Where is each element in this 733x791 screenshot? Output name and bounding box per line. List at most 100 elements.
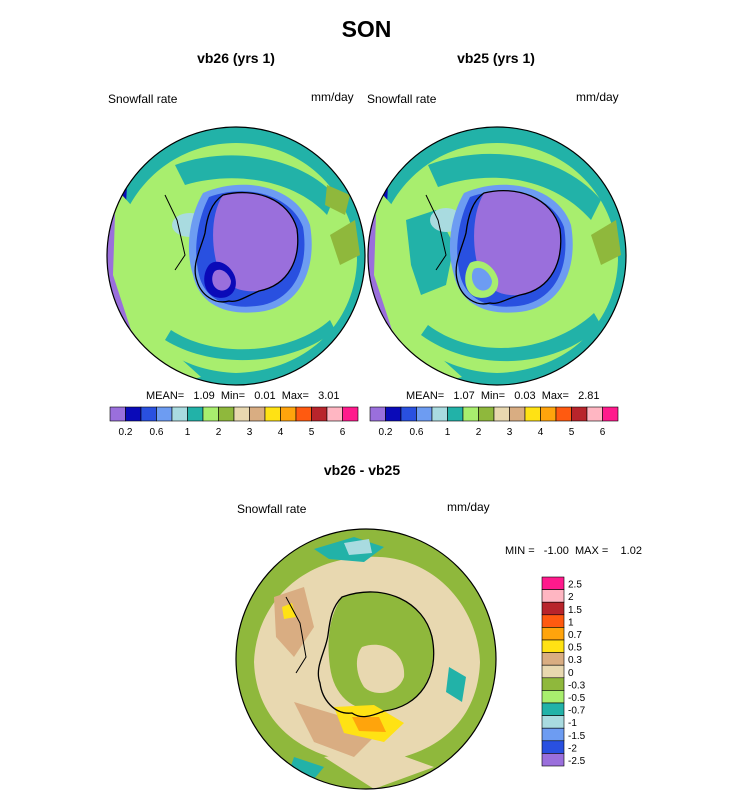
colorbar-diff-swatch	[541, 589, 565, 603]
colorbar-diff-tick-label: -2	[568, 743, 577, 754]
colorbar-vb26-tick-label: 6	[340, 427, 346, 438]
colorbar-vb25-swatch	[555, 406, 572, 422]
map-diff-ice-n	[344, 539, 372, 555]
map-vb26-border	[106, 126, 366, 386]
colorbar-diff-swatch	[541, 639, 565, 653]
colorbar-vb26-tick-label: 5	[309, 427, 315, 438]
map-vb25-peninsula	[425, 194, 447, 271]
map-vb25-border	[367, 126, 627, 386]
colorbar-diff-tick-label: -0.3	[568, 680, 586, 691]
map-vb25-teal-belt	[428, 153, 601, 220]
map-vb26-field	[107, 127, 365, 385]
colorbar-diff-tick-label: -0.7	[568, 706, 586, 717]
colorbar-vb25-swatch	[540, 406, 557, 422]
colorbar-vb26-swatch	[264, 406, 281, 422]
colorbar-vb25-swatch	[416, 406, 433, 422]
stats-vb26: MEAN= 1.09 Min= 0.01 Max= 3.01	[146, 390, 340, 402]
map-vb25-field	[368, 127, 626, 385]
map-vb25-plateau	[474, 190, 561, 296]
map-vb26-westant-inner	[212, 269, 231, 291]
colorbar-vb26-tick-label: 0.2	[119, 427, 133, 438]
colorbar-vb25-tick-label: 0.6	[410, 427, 424, 438]
colorbar-diff-tick-label: -2.5	[568, 756, 586, 767]
colorbar-diff-swatch	[541, 652, 565, 666]
map-diff-peninsula	[285, 596, 307, 674]
colorbar-vb25-swatch	[447, 406, 464, 422]
units-label-diff: mm/day	[447, 500, 490, 514]
colorbar-vb25: 0.2 0.6 1 2 3 4 5 6	[369, 406, 619, 438]
colorbar-vb25-swatch	[385, 406, 402, 422]
colorbar-diff-swatch	[541, 690, 565, 704]
panel-title-diff: vb26 - vb25	[323, 462, 401, 478]
colorbar-vb25-swatch	[586, 406, 603, 422]
colorbar-diff-tick-label: 1	[568, 617, 574, 628]
var-label-vb25: Snowfall rate	[367, 92, 437, 106]
colorbar-vb26-swatch	[109, 406, 126, 422]
colorbar-vb26-swatch	[295, 406, 312, 422]
colorbar-vb25-tick-label: 1	[445, 427, 451, 438]
map-diff-teal-e	[446, 667, 466, 702]
map-diff-yellow-w	[282, 603, 296, 619]
colorbar-vb25-swatch	[571, 406, 588, 422]
map-vb26-peninsula	[164, 194, 186, 271]
map-vb26-teal-belt	[175, 155, 335, 215]
units-label-vb26: mm/day	[311, 90, 354, 104]
page-title: SON	[341, 16, 392, 42]
colorbar-vb26-tick-label: 3	[247, 427, 253, 438]
colorbar-diff-swatch	[541, 627, 565, 641]
map-diff-orange-ross	[352, 717, 386, 732]
colorbar-diff-tick-label: -1	[568, 718, 577, 729]
colorbar-diff-swatch	[541, 715, 565, 729]
colorbar-diff-swatch	[541, 576, 565, 590]
map-vb25-olive-east	[591, 220, 621, 265]
panel-title-vb26: vb26 (yrs 1)	[197, 50, 275, 66]
colorbar-vb26-tick-label: 0.6	[150, 427, 164, 438]
colorbar-diff-swatch	[541, 702, 565, 716]
map-vb26-olive-ne	[325, 185, 350, 215]
colorbar-diff-tick-label: 2.5	[568, 580, 582, 591]
colorbar-vb25-swatch	[462, 406, 479, 422]
colorbar-diff-swatch	[541, 727, 565, 742]
colorbar-vb25-swatch	[400, 406, 417, 422]
map-vb25-teal-south	[421, 313, 601, 362]
units-label-vb25: mm/day	[576, 90, 619, 104]
colorbar-diff-tick-label: -0.5	[568, 693, 586, 704]
colorbar-vb26-swatch	[249, 406, 266, 422]
colorbar-diff: 2.52 1.51 0.7 0.50.3 0-0.3 -0.5 -0.7-1 -1.5-2 -2…	[541, 576, 586, 767]
colorbar-vb25-swatch	[431, 406, 448, 422]
colorbar-vb25-swatch	[369, 406, 386, 422]
map-diff-plateau-hole	[356, 644, 405, 693]
colorbar-vb26-tick-label: 1	[185, 427, 191, 438]
colorbar-vb26-swatch	[171, 406, 188, 422]
colorbar-diff-tick-label: 0	[568, 668, 574, 679]
map-vb26-olive-east	[330, 220, 360, 265]
colorbar-vb25-tick-label: 3	[507, 427, 513, 438]
map-diff-tan-w	[274, 587, 314, 657]
colorbar-diff-swatch	[541, 664, 565, 679]
colorbar-diff-tick-label: 1.5	[568, 605, 582, 616]
colorbar-vb25-swatch	[602, 406, 619, 422]
colorbar-vb25-tick-label: 6	[600, 427, 606, 438]
colorbar-diff-tick-label: 2	[568, 592, 574, 603]
stats-vb25: MEAN= 1.07 Min= 0.03 Max= 2.81	[406, 390, 600, 402]
colorbar-diff-tick-label: 0.7	[568, 630, 582, 641]
colorbar-vb26-tick-label: 4	[278, 427, 284, 438]
colorbar-vb26-swatch	[326, 406, 343, 422]
colorbar-vb25-tick-label: 0.2	[379, 427, 393, 438]
colorbar-diff-swatch	[541, 753, 565, 767]
map-vb26-plateau	[213, 192, 298, 292]
map-diff-field	[236, 529, 496, 789]
colorbar-vb26-swatch	[187, 406, 204, 422]
colorbar-vb25-swatch	[509, 406, 526, 422]
colorbar-vb26-swatch	[156, 406, 173, 422]
colorbar-vb26-swatch	[202, 406, 219, 422]
map-diff-tan-s	[294, 702, 374, 757]
map-diff	[235, 528, 497, 790]
map-vb26-teal-south	[165, 320, 335, 361]
colorbar-vb26-swatch	[140, 406, 157, 422]
colorbar-vb26: 0.2 0.6 1 2 3 4 5 6	[109, 406, 359, 438]
map-vb26	[106, 126, 366, 386]
map-vb25-coastline	[455, 189, 562, 305]
colorbar-diff-tick-label: 0.5	[568, 643, 582, 654]
colorbar-vb26-swatch	[125, 406, 142, 422]
